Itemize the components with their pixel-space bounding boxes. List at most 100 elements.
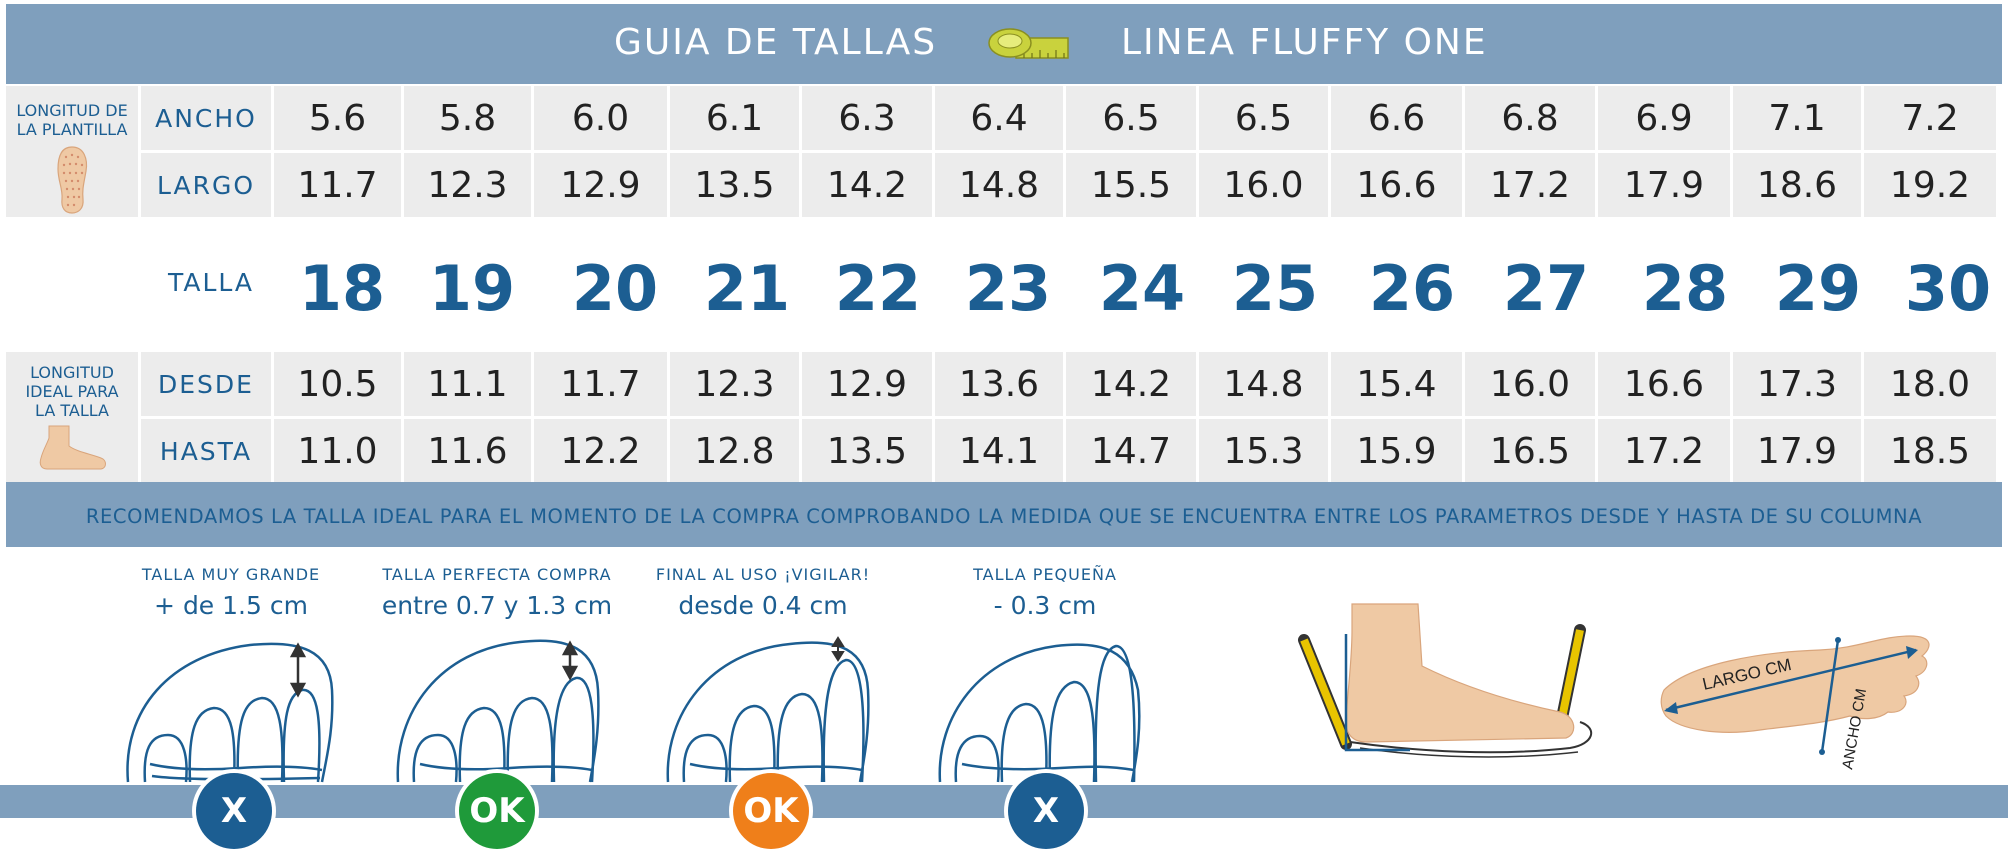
largo-cell: 17.2: [1465, 153, 1595, 217]
largo-cell: 11.7: [274, 153, 401, 217]
ideal-side-label: LONGITUD IDEAL PARA LA TALLA: [25, 363, 119, 420]
size-number: 25: [1231, 252, 1319, 325]
size-number: 28: [1641, 252, 1729, 325]
desde-cell: 12.9: [802, 352, 932, 416]
hasta-label: HASTA: [141, 419, 271, 483]
hasta-cell: 13.5: [802, 419, 932, 483]
largo-cell: 13.5: [670, 153, 799, 217]
fit-title: TALLA PEQUEÑA: [973, 565, 1117, 584]
size-number: 24: [1098, 252, 1186, 325]
largo-cell: 16.0: [1199, 153, 1328, 217]
ancho-cell: 7.1: [1733, 86, 1861, 150]
hasta-cell: 17.2: [1598, 419, 1730, 483]
hasta-cell: 11.0: [274, 419, 401, 483]
desde-cell: 16.0: [1465, 352, 1595, 416]
insole-table: LONGITUD DE LA PLANTILLA ANCHO 5.6 5.8 6…: [3, 83, 1999, 220]
desde-cell: 11.1: [404, 352, 531, 416]
gap-arrow-icon: [831, 636, 845, 662]
fit-title: TALLA PERFECTA COMPRA: [382, 565, 612, 584]
largo-cell: 12.3: [404, 153, 531, 217]
product-line-title: LINEA FLUFFY ONE: [1121, 22, 1488, 63]
hasta-cell: 17.9: [1733, 419, 1861, 483]
foot-sole-illustration: LARGO CM ANCHO CM: [1660, 635, 1930, 771]
desde-cell: 18.0: [1864, 352, 1996, 416]
toes-shoe-icon: [666, 641, 870, 783]
size-number: 18: [298, 252, 386, 325]
ancho-cell: 5.6: [274, 86, 401, 150]
badge-ok-warning: OK: [733, 773, 809, 849]
size-number: 21: [703, 252, 791, 325]
fit-title: TALLA MUY GRANDE: [141, 565, 321, 584]
size-number: 22: [834, 252, 922, 325]
insole-side-cell: LONGITUD DE LA PLANTILLA: [6, 86, 138, 217]
ancho-cell: 6.5: [1066, 86, 1196, 150]
size-number: 30: [1904, 252, 1992, 325]
hasta-cell: 16.5: [1465, 419, 1595, 483]
recommendation-text: RECOMENDAMOS LA TALLA IDEAL PARA EL MOME…: [85, 505, 1923, 528]
desde-cell: 15.4: [1331, 352, 1462, 416]
ancho-cell: 6.6: [1331, 86, 1462, 150]
largo-cell: 14.2: [802, 153, 932, 217]
desde-cell: 13.6: [935, 352, 1063, 416]
ideal-length-table: LONGITUD IDEAL PARA LA TALLA DESDE 10.5 …: [3, 349, 1999, 486]
largo-cell: 18.6: [1733, 153, 1861, 217]
hasta-cell: 14.7: [1066, 419, 1196, 483]
gap-arrow-icon: [289, 642, 307, 698]
desde-cell: 10.5: [274, 352, 401, 416]
size-number: 20: [571, 252, 659, 325]
insole-icon: [57, 145, 88, 214]
size-number: 26: [1368, 252, 1456, 325]
hasta-cell: 11.6: [404, 419, 531, 483]
desde-cell: 17.3: [1733, 352, 1861, 416]
size-row: TALLA 18 19 20 21 22 23 24 25 26 27 28 2…: [6, 226, 2002, 344]
foot-measure-illustration: [1298, 603, 1593, 758]
ideal-side-cell: LONGITUD IDEAL PARA LA TALLA: [6, 352, 138, 483]
fit-caption-too-small: TALLA PEQUEÑA - 0.3 cm: [910, 565, 1180, 620]
ancho-cell: 6.5: [1199, 86, 1328, 150]
toes-shoe-icon: [396, 639, 600, 783]
fit-value: - 0.3 cm: [993, 591, 1097, 620]
desde-cell: 14.2: [1066, 352, 1196, 416]
size-number: 23: [964, 252, 1052, 325]
size-number: 27: [1502, 252, 1590, 325]
toes-shoe-icon: [126, 642, 334, 783]
fit-caption-perfect: TALLA PERFECTA COMPRA entre 0.7 y 1.3 cm: [362, 565, 632, 620]
hasta-cell: 12.8: [670, 419, 799, 483]
fit-caption-watch: FINAL AL USO ¡VIGILAR! desde 0.4 cm: [628, 565, 898, 620]
largo-label: LARGO: [141, 153, 271, 217]
bottom-band: [0, 785, 2008, 818]
toes-shoe-icon: [938, 643, 1141, 783]
desde-cell: 14.8: [1199, 352, 1328, 416]
size-number: 29: [1774, 252, 1862, 325]
badge-ok: OK: [459, 773, 535, 849]
largo-cell: 15.5: [1066, 153, 1196, 217]
largo-cell: 14.8: [935, 153, 1063, 217]
desde-cell: 11.7: [534, 352, 667, 416]
hasta-cell: 14.1: [935, 419, 1063, 483]
ancho-cell: 6.0: [534, 86, 667, 150]
fit-title: FINAL AL USO ¡VIGILAR!: [655, 565, 871, 584]
ancho-cell: 7.2: [1864, 86, 1996, 150]
gap-arrow-icon: [561, 640, 579, 681]
ancho-cell: 6.8: [1465, 86, 1595, 150]
largo-cell: 12.9: [534, 153, 667, 217]
insole-side-label: LONGITUD DE LA PLANTILLA: [16, 100, 128, 139]
largo-cell: 16.6: [1331, 153, 1462, 217]
fit-caption-too-big: TALLA MUY GRANDE + de 1.5 cm: [96, 565, 366, 620]
hasta-cell: 15.3: [1199, 419, 1328, 483]
fit-value: entre 0.7 y 1.3 cm: [381, 591, 613, 620]
ancho-cell: 5.8: [404, 86, 531, 150]
size-number: 19: [428, 252, 516, 325]
ancho-cell: 6.1: [670, 86, 799, 150]
desde-label: DESDE: [141, 352, 271, 416]
foot-side-icon: [39, 425, 106, 470]
guide-title: GUIA DE TALLAS: [614, 22, 938, 63]
fit-value: desde 0.4 cm: [678, 591, 848, 620]
desde-cell: 16.6: [1598, 352, 1730, 416]
largo-cell: 17.9: [1598, 153, 1730, 217]
hasta-cell: 18.5: [1864, 419, 1996, 483]
measuring-tape-icon: [988, 28, 1069, 59]
ancho-cell: 6.9: [1598, 86, 1730, 150]
desde-cell: 12.3: [670, 352, 799, 416]
